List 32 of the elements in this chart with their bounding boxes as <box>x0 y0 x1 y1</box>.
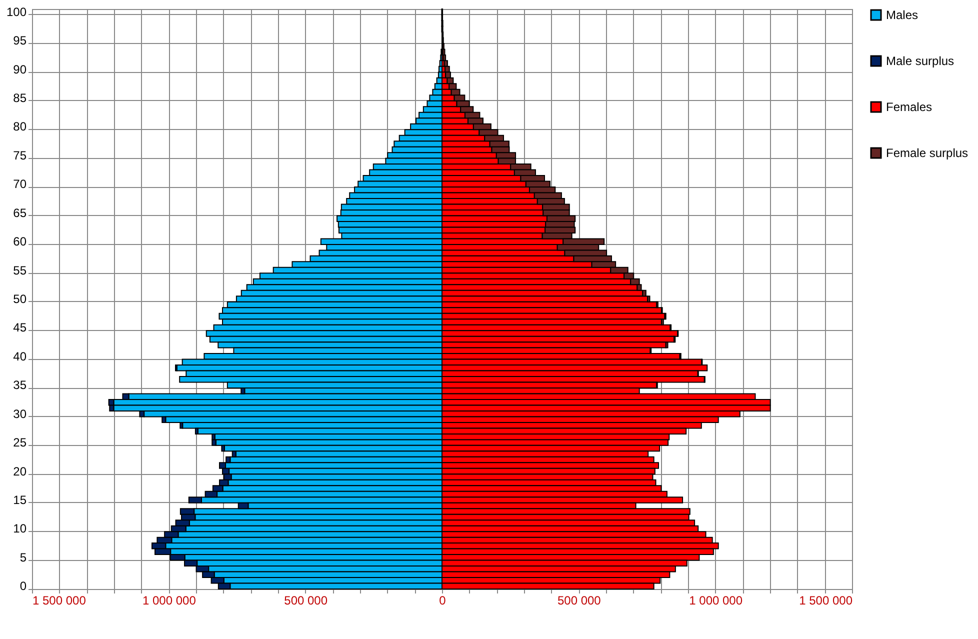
y-tick-label: 90 <box>13 62 27 76</box>
y-tick-label: 50 <box>13 292 27 306</box>
x-tick-label: 1 000 000 <box>142 594 196 608</box>
legend-label: Males <box>886 8 918 22</box>
y-tick-label: 80 <box>13 120 27 134</box>
y-tick-label: 40 <box>13 349 27 364</box>
y-tick-label: 10 <box>13 522 27 536</box>
y-tick-label: 30 <box>13 406 27 421</box>
y-tick-label: 35 <box>13 378 27 392</box>
x-tick-label: 1 500 000 <box>32 594 86 608</box>
x-tick-label: 1 500 000 <box>799 594 853 608</box>
y-tick-label: 100 <box>6 4 27 19</box>
y-tick-label: 20 <box>13 464 27 478</box>
legend-label: Male surplus <box>886 54 954 68</box>
x-tick-label: 0 <box>439 594 446 608</box>
y-tick-label: 95 <box>13 34 27 48</box>
y-tick-label: 60 <box>13 234 27 249</box>
y-tick-label: 5 <box>20 550 27 564</box>
x-tick-label: 500 000 <box>284 594 328 608</box>
y-tick-label: 25 <box>13 436 27 450</box>
x-tick-label: 500 000 <box>557 594 602 608</box>
y-tick-label: 75 <box>13 148 27 162</box>
legend-label: Females <box>886 100 932 114</box>
legend-label: Female surplus <box>886 146 968 160</box>
x-tick-label: 1 000 000 <box>689 594 743 608</box>
y-tick-label: 85 <box>13 91 27 106</box>
y-tick-label: 45 <box>13 320 27 335</box>
y-tick-label: 70 <box>13 177 27 192</box>
y-tick-label: 55 <box>13 263 27 278</box>
y-tick-label: 0 <box>20 579 27 594</box>
y-tick-label: 65 <box>13 206 27 220</box>
y-tick-label: 15 <box>13 492 27 507</box>
